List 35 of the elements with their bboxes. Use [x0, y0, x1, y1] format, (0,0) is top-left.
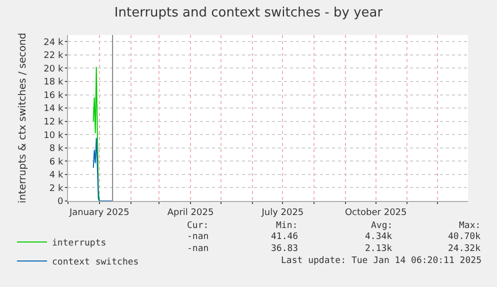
- text: -nan: [187, 244, 209, 254]
- x-tick-label: July 2025: [260, 208, 304, 218]
- x-tick-label: April 2025: [167, 208, 214, 218]
- text: 40.70k: [448, 232, 482, 242]
- y-tick-label: 12 k: [44, 117, 64, 128]
- text: 41.46: [271, 232, 298, 242]
- y-tick-label: 6 k: [49, 157, 64, 168]
- legend-label: interrupts: [52, 238, 106, 249]
- y-tick-label: 16 k: [44, 90, 64, 101]
- x-tick-label: October 2025: [344, 208, 407, 218]
- y-tick-label: 14 k: [44, 104, 64, 114]
- y-tick-label: 20 k: [44, 64, 64, 74]
- line-series: [92, 137, 114, 201]
- text: -nan: [187, 232, 209, 242]
- y-tick-label: 24 k: [44, 38, 64, 48]
- x-tick-label: January 2025: [68, 208, 130, 218]
- text: 24.32k: [448, 244, 482, 254]
- y-tick-label: 22 k: [44, 51, 64, 62]
- y-tick-label: 8 k: [49, 144, 64, 154]
- text: 2.13k: [365, 244, 393, 254]
- legend-label: context switches: [52, 258, 139, 268]
- y-tick-label: 18 k: [44, 78, 64, 88]
- chart-title: Interrupts and context switches - by year: [114, 5, 384, 20]
- y-tick-label: 0: [57, 197, 64, 208]
- text: 36.83: [271, 244, 298, 254]
- text: Cur:: [187, 221, 209, 231]
- text: Avg:: [371, 221, 393, 231]
- y-axis-title: interrupts & ctx switches / second: [18, 32, 29, 204]
- y-tick-label: 4 k: [49, 170, 64, 181]
- y-tick-label: 10 k: [44, 130, 64, 141]
- text: Max:: [459, 221, 481, 231]
- text: 4.34k: [365, 232, 393, 242]
- text: Min:: [276, 221, 298, 231]
- text: Last update: Tue Jan 14 06:20:11 2025: [281, 256, 482, 266]
- y-tick-label: 2 k: [49, 184, 64, 194]
